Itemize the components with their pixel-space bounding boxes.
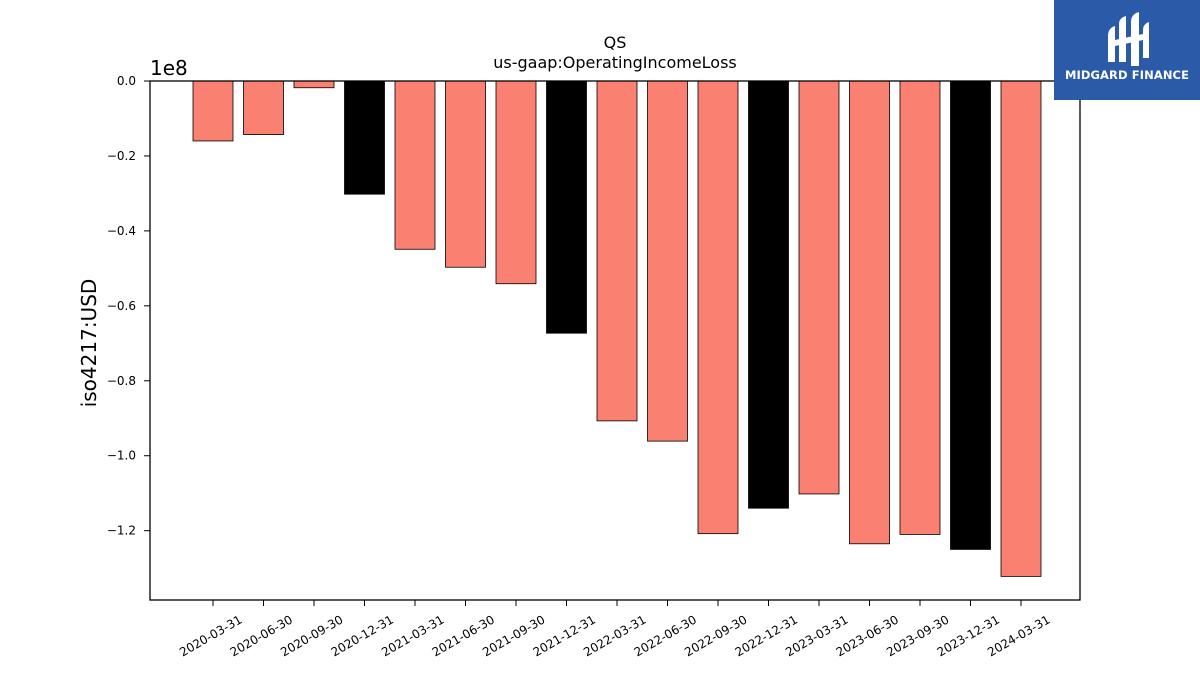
y-tick-label: −0.4 <box>107 224 136 238</box>
y-tick-label: −1.0 <box>107 449 136 463</box>
bars <box>192 80 1042 577</box>
y-tick-label: −0.2 <box>107 149 136 163</box>
bar-2022-09-30 <box>697 80 739 535</box>
bar-2022-12-31 <box>748 80 789 509</box>
bar-2020-03-31 <box>192 80 234 142</box>
y-offset-label: 1e8 <box>150 56 188 80</box>
bar-2021-03-31 <box>394 80 436 250</box>
chart-subtitle: us-gaap:OperatingIncomeLoss <box>493 53 737 72</box>
bar-2020-12-31 <box>344 80 385 195</box>
y-tick-label: −1.2 <box>107 524 136 538</box>
brand-name: MIDGARD FINANCE <box>1064 68 1190 82</box>
bar-2023-09-30 <box>899 80 941 535</box>
bar-2022-03-31 <box>596 80 638 422</box>
bar-2022-06-30 <box>647 80 688 442</box>
brand-logo: MIDGARD FINANCE <box>1054 0 1200 100</box>
y-tick-label: 0.0 <box>117 74 136 88</box>
x-axis-ticks: 2020-03-312020-06-302020-09-302020-12-31… <box>177 600 1053 659</box>
bar-2021-09-30 <box>495 80 537 285</box>
bar-2023-12-31 <box>950 80 991 550</box>
y-tick-label: −0.8 <box>107 374 136 388</box>
y-axis-label: iso4217:USD <box>77 279 101 408</box>
bar-2023-06-30 <box>849 80 890 545</box>
plot-frame <box>149 80 1081 601</box>
bar-2023-03-31 <box>798 80 840 495</box>
y-tick-label: −0.6 <box>107 299 136 313</box>
chart-title: QS <box>604 33 627 52</box>
bar-2021-12-31 <box>546 80 587 334</box>
y-axis-ticks: 0.0 −0.2 −0.4 −0.6 −0.8 −1.0 −1.2 <box>107 74 150 538</box>
bar-2024-03-31 <box>1000 80 1042 577</box>
bar-2020-06-30 <box>243 80 284 135</box>
midgard-finance-logo-icon <box>1108 12 1149 66</box>
bar-2021-06-30 <box>445 80 486 268</box>
bar-2020-09-30 <box>293 80 335 89</box>
